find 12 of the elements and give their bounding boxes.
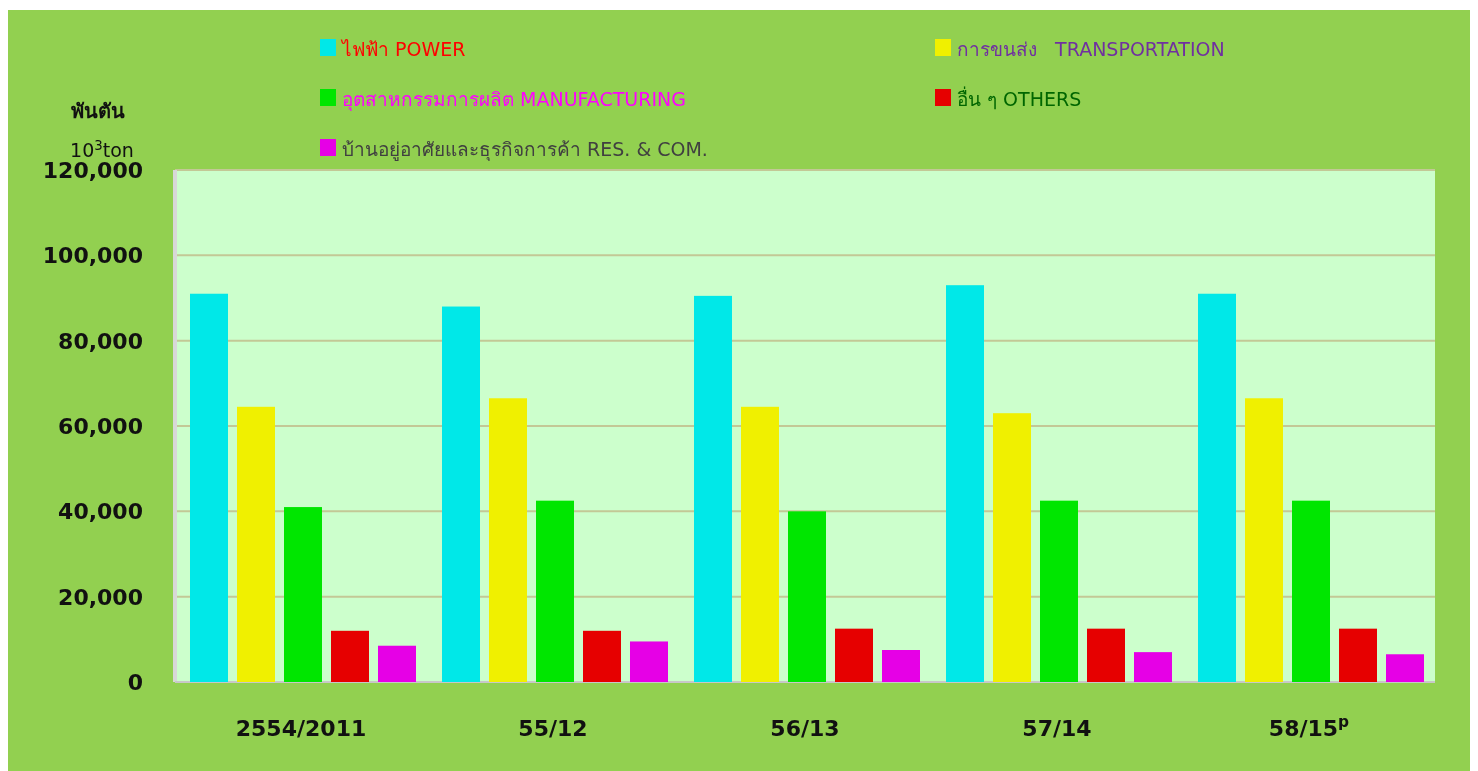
legend-label: การขนส่ง TRANSPORTATION <box>957 38 1225 60</box>
x-tick-label: 58/15$^{p}$ <box>1268 713 1350 741</box>
x-tick-label: 57/14 <box>1022 716 1092 741</box>
x-tick-label: 2554/2011 <box>235 716 367 741</box>
legend-label: ไฟฟ้า POWER <box>340 38 466 60</box>
legend-label: อุตสาหกรรมการผลิต MANUFACTURING <box>342 88 686 112</box>
legend-label: บ้านอยู่อาศัยและธุรกิจการค้า RES. & COM. <box>342 138 708 162</box>
y-axis-title: พันตัน <box>71 99 125 123</box>
legend-label: อื่น ๆ OTHERS <box>957 86 1082 110</box>
text: 10$^{3}$ton <box>70 137 134 161</box>
x-tick-label: 56/13 <box>770 716 840 741</box>
x-tick-label: 55/12 <box>518 716 588 741</box>
